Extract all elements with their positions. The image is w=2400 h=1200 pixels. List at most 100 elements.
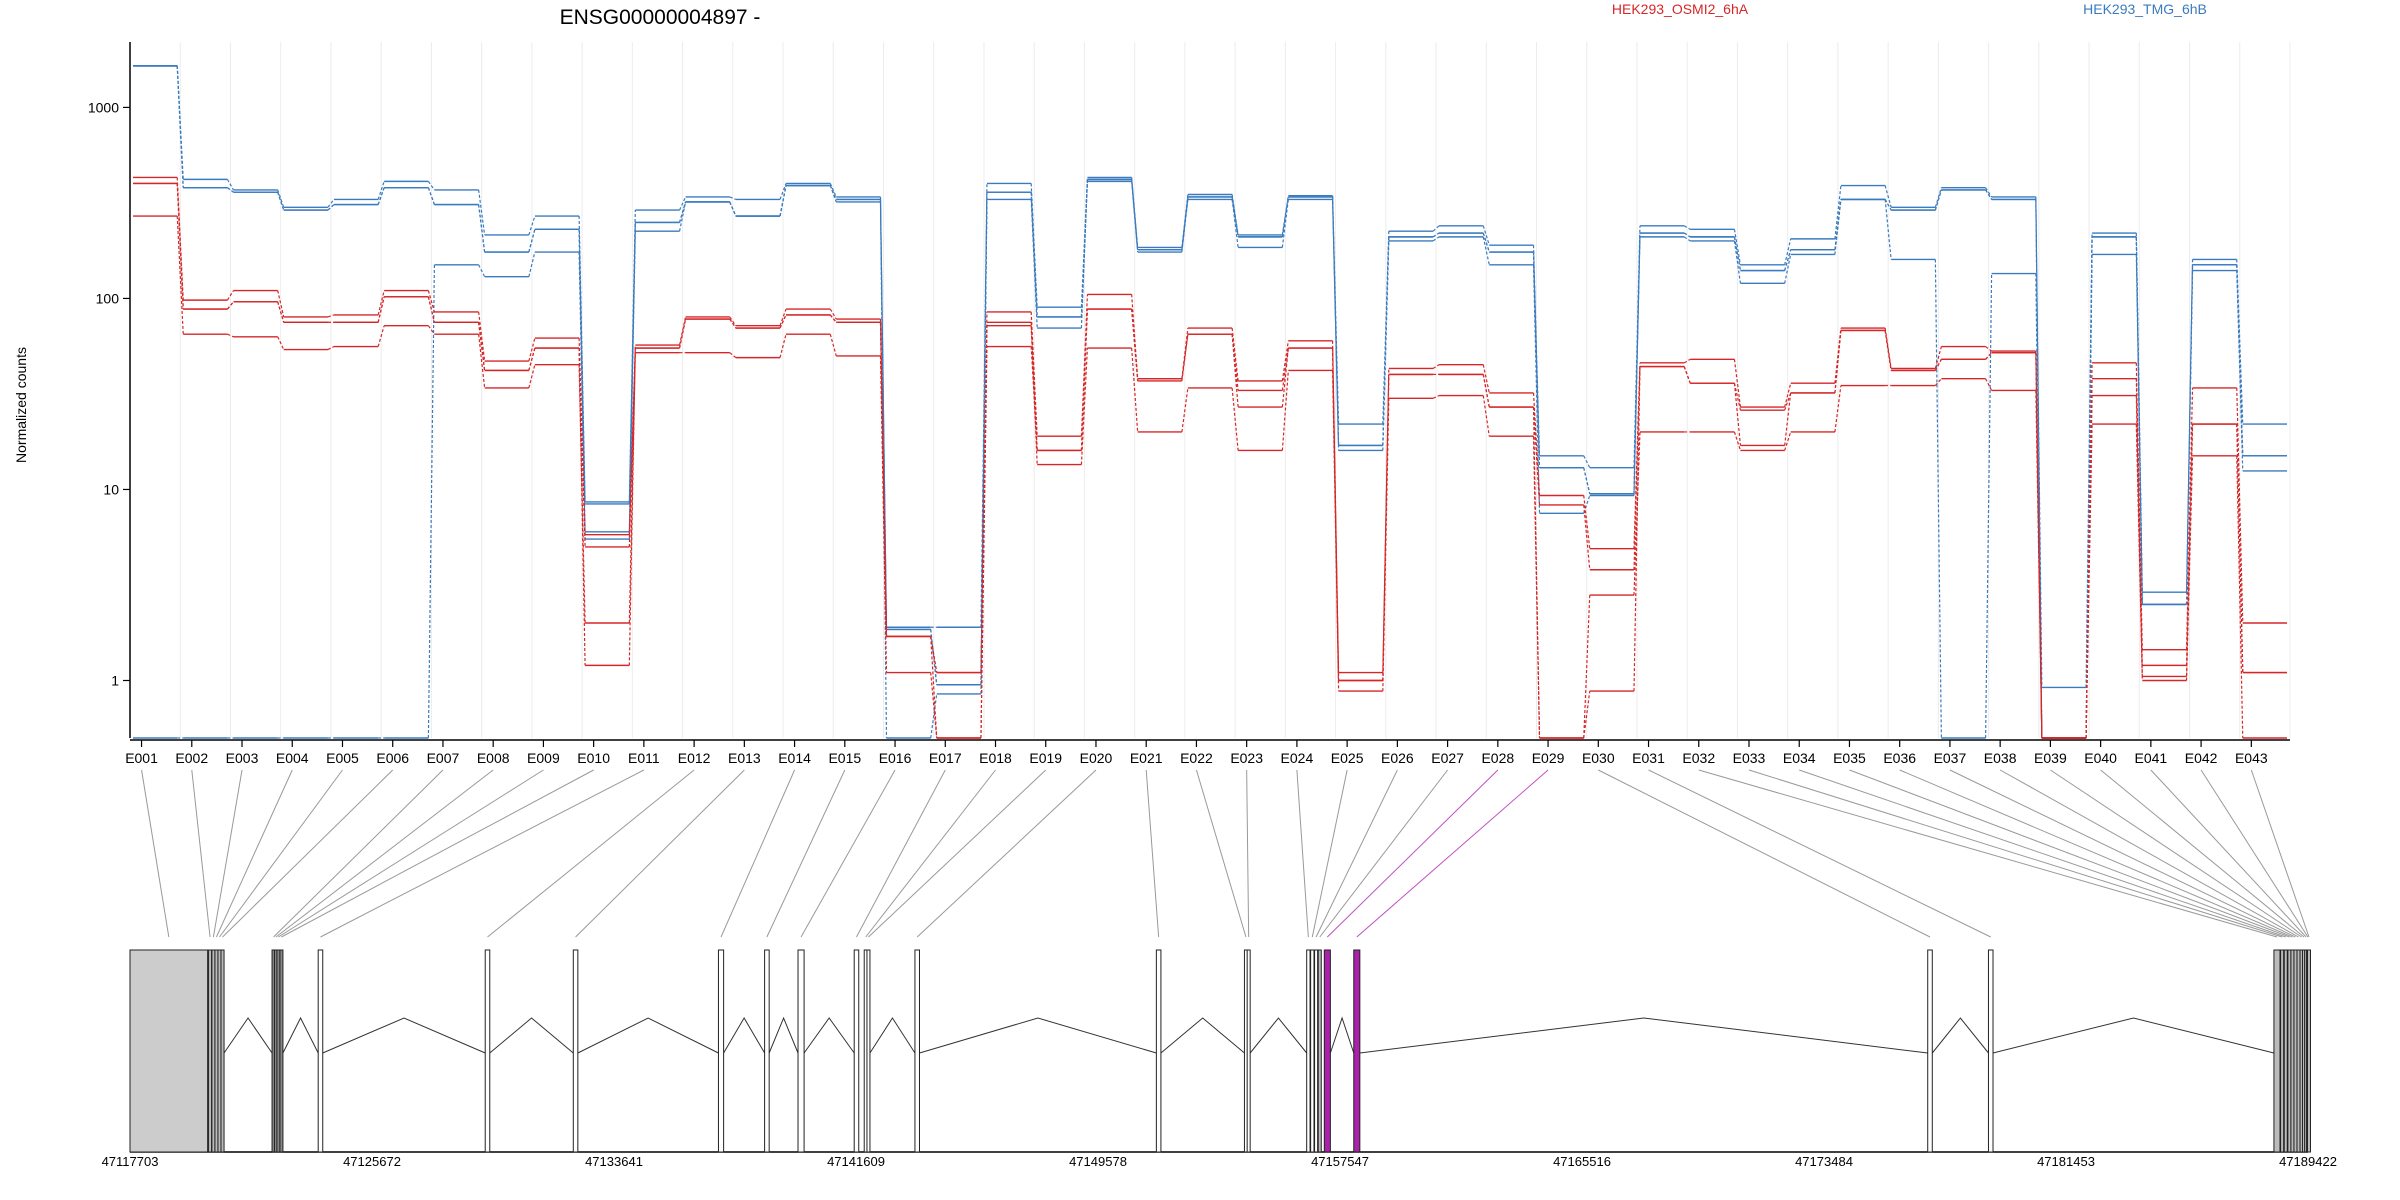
transition-E022 — [1231, 196, 1239, 237]
transition-E039 — [2085, 424, 2093, 739]
connector-E032 — [1698, 769, 2278, 938]
transition-E008 — [528, 229, 536, 253]
transition-E035 — [1884, 185, 1892, 208]
coordinate-label: 47181453 — [2037, 1154, 2095, 1169]
transition-E003 — [277, 290, 285, 318]
x-tick-label: E036 — [1883, 750, 1916, 766]
connector-E042 — [2200, 769, 2309, 938]
x-tick-label: E022 — [1180, 750, 1213, 766]
transition-E013 — [779, 334, 787, 358]
transition-E006 — [427, 290, 435, 313]
intron — [1992, 1017, 2275, 1054]
exon-E030 — [1927, 949, 1933, 1153]
x-tick-label: E009 — [527, 750, 560, 766]
series-6 — [133, 215, 2287, 739]
transition-E016 — [930, 636, 938, 673]
exon-E021 — [1155, 949, 1162, 1153]
series-2 — [133, 65, 2287, 739]
transition-E036 — [1934, 378, 1942, 386]
transition-E018 — [1030, 346, 1038, 451]
transition-E037 — [1985, 187, 1993, 198]
exon-E024 — [1306, 949, 1311, 1153]
transition-E041 — [2185, 455, 2194, 681]
transition-E009 — [578, 216, 586, 502]
transition-E008 — [528, 215, 536, 236]
transition-E013 — [779, 308, 787, 326]
x-tick-label: E020 — [1080, 750, 1113, 766]
x-tick-label: E004 — [276, 750, 309, 766]
connector-E024 — [1296, 769, 1309, 938]
transition-E028 — [1532, 407, 1541, 739]
transition-E026 — [1432, 225, 1440, 232]
connector-E028 — [1326, 769, 1499, 938]
transition-E014 — [829, 185, 837, 203]
intron — [322, 1017, 486, 1054]
transition-E021 — [1181, 196, 1189, 250]
x-tick-label: E021 — [1130, 750, 1163, 766]
series-7 — [133, 182, 2287, 739]
transition-E005 — [377, 187, 385, 205]
x-tick-label: E035 — [1833, 750, 1866, 766]
transition-E036 — [1934, 187, 1942, 208]
connector-E036 — [1899, 769, 2293, 938]
transition-E008 — [528, 364, 536, 389]
connector-E011 — [320, 769, 645, 938]
transition-E022 — [1231, 194, 1239, 236]
connector-E025 — [1311, 769, 1348, 938]
transition-E042 — [2236, 424, 2244, 673]
transition-E026 — [1432, 232, 1440, 238]
exon-E010 — [279, 949, 284, 1153]
transition-E032 — [1733, 240, 1742, 284]
x-tick-label: E003 — [226, 750, 259, 766]
transition-E003 — [277, 189, 285, 208]
transition-E014 — [829, 308, 837, 320]
x-tick-label: E038 — [1984, 750, 2017, 766]
transition-E009 — [578, 229, 586, 504]
series-0 — [133, 65, 2287, 689]
x-tick-label: E015 — [828, 750, 861, 766]
transition-E029 — [1583, 595, 1591, 739]
transition-E029 — [1583, 467, 1591, 494]
transition-E004 — [327, 346, 335, 351]
x-tick-label: E037 — [1934, 750, 1967, 766]
intron — [223, 1017, 273, 1054]
transition-E008 — [528, 337, 536, 362]
x-tick-label: E032 — [1682, 750, 1715, 766]
transition-E023 — [1281, 196, 1289, 237]
transition-E023 — [1281, 199, 1289, 248]
transition-E023 — [1281, 370, 1289, 451]
coordinate-label: 47125672 — [343, 1154, 401, 1169]
y-axis-label: Normalized counts — [13, 347, 29, 463]
x-tick-label: E023 — [1230, 750, 1263, 766]
transition-E033 — [1784, 392, 1792, 411]
y-tick-label: 1 — [111, 672, 119, 688]
exon-E015 — [764, 949, 770, 1153]
transition-E016 — [930, 672, 938, 739]
transition-E007 — [478, 322, 486, 371]
transition-E009 — [578, 252, 586, 540]
transition-E030 — [1633, 236, 1641, 496]
transition-E007 — [478, 264, 486, 277]
transition-E010 — [628, 348, 636, 666]
series-4 — [133, 176, 2287, 739]
transition-E031 — [1683, 232, 1691, 238]
exon-E014 — [717, 949, 725, 1153]
intron — [919, 1017, 1157, 1054]
series-lines — [133, 65, 2287, 739]
intron — [489, 1017, 574, 1054]
transition-E022 — [1231, 334, 1239, 408]
exon-E032 — [2273, 949, 2281, 1153]
connector-E007 — [273, 769, 444, 938]
connector-E003 — [212, 769, 243, 938]
transition-E042 — [2236, 455, 2244, 739]
transition-E002 — [227, 333, 234, 338]
transition-E027 — [1482, 374, 1490, 408]
exon-E034 — [2283, 949, 2288, 1153]
transition-E021 — [1181, 387, 1189, 433]
transition-E040 — [2135, 424, 2143, 677]
connector-E039 — [2050, 769, 2302, 938]
connector-E029 — [1356, 769, 1549, 938]
x-tick-label: E027 — [1431, 750, 1464, 766]
transition-E003 — [277, 336, 285, 350]
